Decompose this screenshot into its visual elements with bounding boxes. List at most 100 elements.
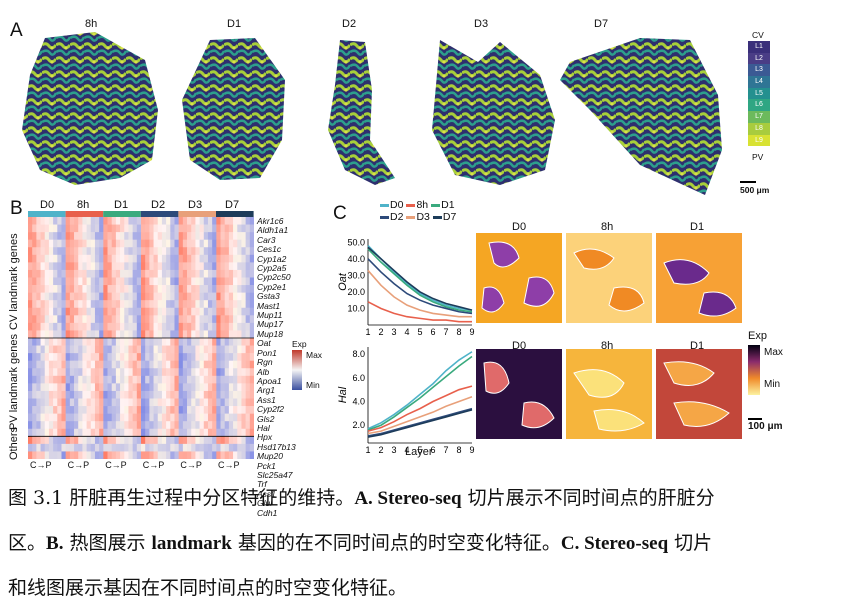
y-axis-label: Oat <box>337 272 349 291</box>
c-legend-max: Max <box>764 347 783 358</box>
x-tick-label: 8 <box>456 327 461 337</box>
x-tick-label: 1 <box>365 327 370 337</box>
series-line-D7 <box>367 246 473 311</box>
x-tick-label: 7 <box>443 445 448 455</box>
timepoint-labels: D0 8h D1 D2 D3 D7 <box>30 199 252 211</box>
b-legend-max: Max <box>306 350 323 360</box>
panel-a-slices <box>22 32 722 195</box>
x-tick-label: 9 <box>469 445 474 455</box>
c-to-p-label-0: C→P <box>30 460 52 470</box>
slice-title-d2: D2 <box>342 18 357 30</box>
timepoint-label-4: D3 <box>188 199 203 211</box>
x-tick-label: 8 <box>456 445 461 455</box>
panel-a-letter: A <box>10 20 23 41</box>
oat-line-chart: 50.0 40.0 30.0 20.0 10.0 1 2 3 4 5 6 7 8 9 Oat <box>337 237 475 337</box>
gene-label: Slc25a47 <box>257 469 293 480</box>
c-legend-item-D3: D3 <box>406 211 430 223</box>
layer-swatch-5: L5 <box>748 87 770 100</box>
timepoint-label-0: D0 <box>40 199 55 211</box>
b-legend-min: Min <box>306 380 320 390</box>
gene-label: Mast1 <box>257 300 281 311</box>
layer-swatch-8: L8 <box>748 122 770 135</box>
series-line-8h <box>367 385 473 432</box>
c-to-p-label-5: C→P <box>218 460 240 470</box>
c-legend-row-1: D2 D3 D7 <box>380 211 480 223</box>
timepoint-label-2: D1 <box>114 199 129 211</box>
x-tick-label: 5 <box>417 445 422 455</box>
gene-label: Cyp2a5 <box>257 263 287 274</box>
c-legend-item-D1: D1 <box>431 199 455 211</box>
x-tick-label: 6 <box>430 327 435 337</box>
c-legend-item-8h: 8h <box>406 199 428 211</box>
gene-label: Cyp1a2 <box>257 253 287 264</box>
gene-label: Alb <box>257 366 270 377</box>
y-tick-label: 2.0 <box>352 420 365 430</box>
y-tick-label: 30.0 <box>347 270 365 280</box>
timepoint-band-3 <box>140 211 179 217</box>
x-tick-label: 9 <box>469 327 474 337</box>
x-tick-label: 6 <box>430 445 435 455</box>
layer-swatch-6: L6 <box>748 99 770 112</box>
hal-img-d0 <box>476 349 562 439</box>
series-line-D0 <box>367 351 473 430</box>
series-line-D3 <box>367 269 472 318</box>
gene-label: Rgn <box>257 357 273 368</box>
x-tick-label: 7 <box>443 327 448 337</box>
caption-landmark: landmark <box>151 533 232 554</box>
caption-l1-post: 切片展示不同时间点的肝脏分 <box>461 487 715 509</box>
gene-label: Oat <box>257 338 271 349</box>
gene-label: Glul <box>257 498 273 509</box>
timepoint-band-1 <box>65 211 104 217</box>
cv-group-label: CV landmark genes <box>8 233 20 330</box>
gene-label: Ass1 <box>257 394 276 405</box>
timepoint-label-3: D2 <box>151 199 166 211</box>
others-group-label: Others <box>8 426 20 460</box>
c-legend-bar <box>748 345 760 395</box>
y-tick-label: 20.0 <box>347 287 365 297</box>
x-tick-label: 2 <box>378 445 383 455</box>
y-tick-label: 40.0 <box>347 254 365 264</box>
gene-label: Arg1 <box>257 385 275 396</box>
gene-label: Hpx <box>257 432 273 443</box>
c-img-title-top-d0: D0 <box>512 221 527 233</box>
caption-c: C. Stereo-seq <box>560 533 669 554</box>
slice-title-d7: D7 <box>594 18 609 30</box>
slice-8h <box>22 32 158 185</box>
layer-swatch-2: L2 <box>748 52 770 65</box>
gene-label: Cyp2f2 <box>257 404 284 415</box>
y-tick-label: 6.0 <box>352 373 365 383</box>
c-img-title-top-d1: D1 <box>690 221 705 233</box>
x-tick-label: 4 <box>404 445 409 455</box>
gene-label: Akr1c6 <box>257 216 284 226</box>
oat-img-8h <box>566 233 652 323</box>
layer-axis-label: Layer <box>405 446 433 458</box>
c-to-p-label-1: C→P <box>67 460 90 470</box>
oat-img-d0 <box>476 233 562 323</box>
gene-label: Mup17 <box>257 319 283 330</box>
y-axis-label: Hal <box>337 386 349 403</box>
c-legend-item-D7: D7 <box>432 211 456 223</box>
layer-legend: L1 L2 L3 L4 L5 L6 L7 L8 L9 <box>748 41 770 147</box>
caption-a: A. Stereo-seq <box>354 488 462 509</box>
caption-l2-post: 切片 <box>668 532 713 554</box>
layer-swatch-3: L3 <box>748 64 770 77</box>
c-to-p-label-4: C→P <box>180 460 202 470</box>
gene-label: Cdh1 <box>257 507 278 518</box>
c-to-p-label-2: C→P <box>105 460 127 470</box>
scale-label-c: 100 μm <box>748 421 783 432</box>
gene-label: Mup11 <box>257 310 283 321</box>
caption-l2-mid: 热图展示 <box>63 532 152 554</box>
gene-label: Pck1 <box>257 460 276 471</box>
c-legend-row-0: D0 8h D1 <box>380 199 480 211</box>
b-legend-title: Exp <box>292 339 307 349</box>
x-tick-label: 4 <box>404 327 409 337</box>
hal-img-d1 <box>656 349 742 439</box>
caption-fig: 图 3.1 <box>8 487 64 509</box>
series-line-D2 <box>367 258 473 315</box>
timepoint-label-1: 8h <box>77 199 90 211</box>
caption-l2-pre: 区。 <box>8 532 47 554</box>
gene-label: Car3 <box>257 234 276 245</box>
slice-d2 <box>328 40 395 185</box>
c-img-title-top-8h: 8h <box>601 221 614 233</box>
gene-label: Aldh1a1 <box>257 225 289 236</box>
